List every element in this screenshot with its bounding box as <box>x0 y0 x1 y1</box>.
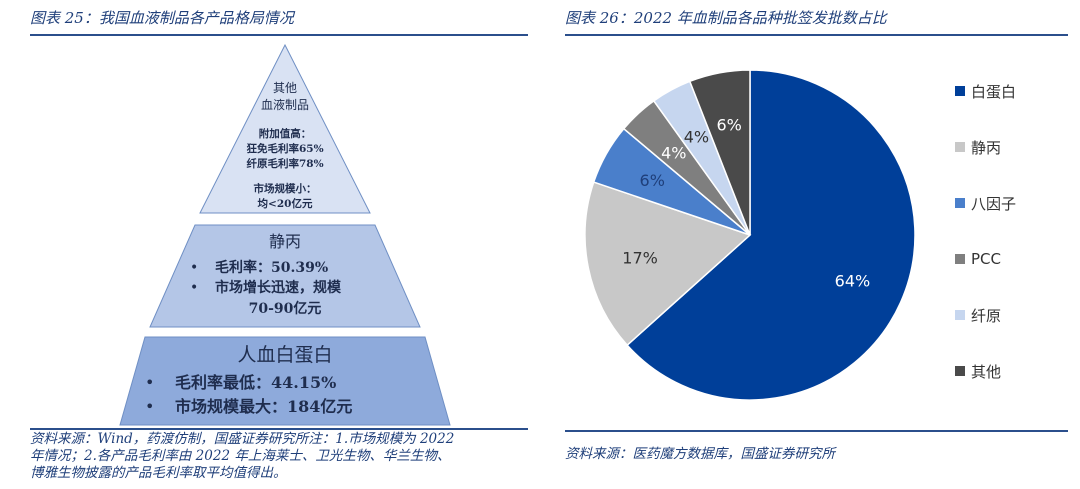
middle-title: 静丙 <box>269 232 301 251</box>
left-title-rule <box>30 34 528 36</box>
left-note-line-2: 年情况；2.各产品毛利率由 2022 年上海莱士、卫光生物、华兰生物、 <box>30 448 451 464</box>
bottom-bullet-2: 市场规模最大：184亿元 <box>175 397 352 416</box>
middle-bullet-dot-1: • <box>190 260 198 276</box>
legend-swatch <box>955 142 965 152</box>
legend-swatch <box>955 86 965 96</box>
legend-swatch <box>955 254 965 264</box>
legend-label: 其他 <box>971 362 1002 381</box>
pyramid-tier-top <box>199 43 371 214</box>
legend-swatch <box>955 310 965 320</box>
legend-item-6: 其他 <box>955 360 1001 382</box>
legend-label: 八因子 <box>971 194 1017 213</box>
pyramid-tier-bottom <box>119 336 451 426</box>
legend-item-3: 八因子 <box>955 192 1016 214</box>
pie-data-label-2: 17% <box>622 249 658 268</box>
bottom-bullet-1: 毛利率最低：44.15% <box>175 373 336 392</box>
top-title-line-2: 血液制品 <box>261 97 309 112</box>
right-note-rule <box>565 430 1068 432</box>
top-line-5: 均<20亿元 <box>258 197 313 210</box>
pie-slice-6 <box>688 69 751 236</box>
legend-item-1: 白蛋白 <box>955 80 1016 102</box>
top-line-3: 纤原毛利率78% <box>246 157 323 170</box>
top-line-2: 狂免毛利率65% <box>246 142 323 155</box>
market-pyramid: 其他 血液制品 附加值高： 狂免毛利率65% 纤原毛利率78% 市场规模小： 均… <box>119 43 451 426</box>
pie-data-label-6: 6% <box>716 116 741 135</box>
legend-item-5: 纤原 <box>955 304 1001 326</box>
legend-item-4: PCC <box>955 248 1001 270</box>
legend-item-2: 静丙 <box>955 136 1001 158</box>
left-note-line-3: 博雅生物披露的产品毛利率取平均值得出。 <box>30 465 287 481</box>
bottom-bullet-dot-1: • <box>145 373 154 392</box>
middle-bullet-dot-2: • <box>190 280 198 296</box>
top-line-1: 附加值高： <box>259 127 312 140</box>
pie-data-label-4: 4% <box>661 144 686 163</box>
middle-bullet-1: 毛利率：50.39% <box>215 259 328 276</box>
left-note-rule <box>30 428 528 430</box>
top-title-line-1: 其他 <box>273 81 297 95</box>
left-figure-title: 图表 25：我国血液制品各产品格局情况 <box>30 9 294 27</box>
legend-label: 白蛋白 <box>971 82 1017 101</box>
bottom-bullet-dot-2: • <box>145 397 154 416</box>
legend-label: 静丙 <box>971 138 1002 157</box>
middle-bullet-2: 市场增长迅速，规模 <box>215 279 342 296</box>
legend-swatch <box>955 366 965 376</box>
pie-slice-2 <box>584 181 752 347</box>
pie-data-label-5: 4% <box>684 127 709 146</box>
top-line-4: 市场规模小： <box>254 182 317 195</box>
middle-bullet-2-cont: 70-90亿元 <box>249 300 322 317</box>
pie-chart: 64% 17% 6% 4%4% 6% <box>584 69 916 401</box>
left-source-note: 资料来源：Wind，药渡仿制，国盛证券研究所注：1.市场规模为 2022 年情况… <box>30 431 454 482</box>
legend-label: 纤原 <box>971 306 1002 325</box>
right-figure-title: 图表 26：2022 年血制品各品种批签发批数占比 <box>565 9 887 27</box>
right-title-rule <box>565 34 1068 36</box>
legend-label: PCC <box>971 250 1001 268</box>
pyramid-tier-middle <box>149 224 421 328</box>
pie-data-label-3: 6% <box>640 171 665 190</box>
pie-data-label-1: 64% <box>835 272 871 291</box>
right-source-note: 资料来源：医药魔方数据库，国盛证券研究所 <box>565 446 835 462</box>
left-note-line-1: 资料来源：Wind，药渡仿制，国盛证券研究所注：1.市场规模为 2022 <box>30 431 455 447</box>
pie-slice-1 <box>626 69 916 401</box>
legend-swatch <box>955 198 965 208</box>
bottom-title: 人血白蛋白 <box>237 344 332 366</box>
